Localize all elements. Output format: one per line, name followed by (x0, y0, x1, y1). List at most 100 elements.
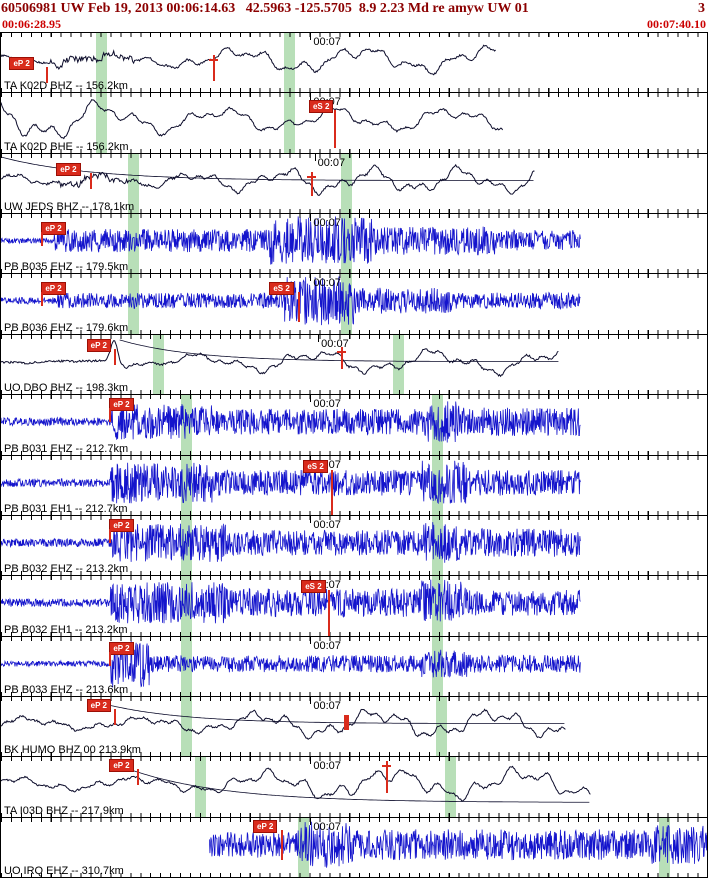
p-window-highlight (127, 274, 139, 334)
trace-panel-2[interactable]: 00:07 TA K02D BHE -- 156.2km eS 2 (1, 92, 707, 153)
minute-tick (310, 93, 312, 101)
pick-flag[interactable]: eP 2 (109, 518, 134, 532)
p-window-highlight (127, 153, 139, 214)
trace-panel-3[interactable]: 00:07 UW JEDS BHZ -- 178.1km eP 2 (1, 152, 707, 214)
tick-marks-bottom (1, 631, 707, 636)
minute-tick (310, 455, 312, 463)
arrival-marker[interactable] (340, 346, 343, 369)
pick-flag[interactable]: eP 2 (86, 338, 111, 352)
station-label: PB B032 EHZ -- 213.2km (4, 563, 129, 576)
s-window-highlight (444, 757, 456, 817)
minute-label: 00:07 (313, 518, 341, 531)
pick-flag[interactable]: eP 2 (86, 698, 111, 712)
tick-marks-bottom (1, 269, 707, 274)
waveform (1, 639, 581, 688)
pick-line (333, 110, 336, 149)
window-start-time: 00:06:28.95 (2, 17, 61, 31)
minute-tick (310, 33, 312, 40)
minute-tick (314, 153, 316, 161)
station-label: UO IRQ EHZ -- 310.7km (4, 865, 124, 878)
p-window-highlight (95, 93, 107, 153)
waveform (1, 99, 504, 140)
waveform (209, 821, 707, 868)
trace-panel-1[interactable]: 00:07 TA K02D BHZ -- 156.2km eP 2 (1, 33, 707, 93)
pick-line (41, 292, 44, 307)
trace-panel-10[interactable]: 00:07 PB B032 EH1 -- 213.2km eS 2 (1, 575, 707, 636)
pick-line (114, 708, 117, 725)
window-end-time: 00:07:40.10 (647, 17, 706, 31)
pick-flag[interactable]: eP 2 (109, 759, 134, 773)
minute-tick (310, 696, 312, 704)
s-window-highlight (284, 33, 296, 93)
minute-label: 00:07 (313, 277, 341, 290)
tick-marks-bottom (1, 329, 707, 334)
pick-line (89, 172, 92, 189)
pick-flag[interactable]: eS 2 (301, 580, 326, 594)
pick-flag[interactable]: eP 2 (9, 57, 34, 70)
minute-tick (310, 395, 312, 403)
minute-tick (310, 515, 312, 523)
tick-marks-top (1, 33, 707, 37)
trace-panel-5[interactable]: 00:07 PB B036 EHZ -- 179.6km eP 2 eS 2 (1, 273, 707, 334)
tick-marks-bottom (1, 752, 707, 757)
p-window-highlight (95, 33, 107, 93)
trace-panel-4[interactable]: 00:07 PB B035 EHZ -- 179.5km eP 2 (1, 213, 707, 274)
waveform (1, 216, 581, 265)
tick-marks-top (1, 274, 707, 279)
p-window-highlight (180, 696, 192, 757)
station-label: TA K02D BHE -- 156.2km (4, 140, 129, 153)
pick-flag[interactable]: eP 2 (41, 282, 66, 296)
tick-marks-top (1, 696, 707, 701)
arrival-marker[interactable] (311, 171, 314, 196)
pick-line (280, 829, 283, 860)
trace-panel-8[interactable]: 00:07 PB B031 EH1 -- 212.7km eS 2 (1, 454, 707, 515)
station-label: TA K02D BHZ -- 156.2km (4, 80, 128, 93)
pick-line (41, 232, 44, 247)
minute-label: 00:07 (321, 337, 349, 350)
trace-panel-6[interactable]: 00:07 UO DBO BHZ -- 198.3km eP 2 (1, 333, 707, 395)
arrival-marker-cap (307, 175, 317, 178)
minute-tick (310, 636, 312, 644)
pick-flag[interactable]: eP 2 (109, 641, 134, 655)
pick-flag[interactable]: eS 2 (303, 459, 328, 473)
station-label: TA I03D BHZ -- 217.9km (4, 804, 124, 817)
pick-line (46, 67, 49, 83)
tick-marks-top (1, 757, 707, 762)
trace-panel-7[interactable]: 00:07 PB B031 EHZ -- 212.7km eP 2 (1, 394, 707, 455)
pick-flag[interactable]: eS 2 (269, 282, 294, 296)
minute-tick (310, 576, 312, 584)
arrival-marker[interactable] (386, 761, 389, 794)
pick-line (328, 590, 331, 636)
arrival-marker[interactable] (213, 55, 216, 81)
pick-flag[interactable]: eP 2 (56, 162, 81, 176)
arrival-marker[interactable] (343, 714, 349, 730)
tick-marks-bottom (1, 691, 707, 696)
pick-flag[interactable]: eP 2 (253, 819, 278, 833)
minute-label: 00:07 (317, 156, 346, 169)
trace-list: 00:07 TA K02D BHZ -- 156.2km eP 2 00:07 … (0, 32, 708, 878)
tick-marks-top (1, 214, 707, 219)
tick-marks-top (1, 817, 707, 822)
minute-label: 00:07 (313, 699, 341, 712)
station-label: PB B035 EHZ -- 179.5km (4, 261, 129, 274)
header-page-indicator: 3 (698, 1, 705, 16)
minute-label: 00:07 (313, 639, 341, 652)
minute-label: 00:07 (313, 398, 341, 411)
pick-flag[interactable]: eP 2 (41, 222, 66, 236)
trace-panel-13[interactable]: 00:07 TA I03D BHZ -- 217.9km eP 2 (1, 756, 707, 817)
station-label: PB B036 EHZ -- 179.6km (4, 321, 129, 334)
pick-flag[interactable]: eS 2 (308, 100, 334, 114)
trace-panel-9[interactable]: 00:07 PB B032 EHZ -- 213.2km eP 2 (1, 514, 707, 576)
s-window-highlight (435, 696, 447, 757)
minute-label: 00:07 (313, 217, 341, 230)
tick-marks-top (1, 515, 707, 520)
waveform (1, 44, 496, 76)
tick-marks-bottom (1, 209, 707, 214)
tick-marks-bottom (1, 88, 707, 93)
trace-panel-11[interactable]: 00:07 PB B033 EHZ -- 213.6km eP 2 (1, 635, 707, 696)
p-window-highlight (127, 214, 139, 274)
waveform (1, 579, 581, 624)
trace-panel-12[interactable]: 00:07 BK HUMO BHZ 00 213.9km eP 2 (1, 695, 707, 757)
trace-panel-14[interactable]: 00:07 UO IRQ EHZ -- 310.7km eP 2 (1, 816, 707, 878)
pick-flag[interactable]: eP 2 (109, 398, 134, 412)
